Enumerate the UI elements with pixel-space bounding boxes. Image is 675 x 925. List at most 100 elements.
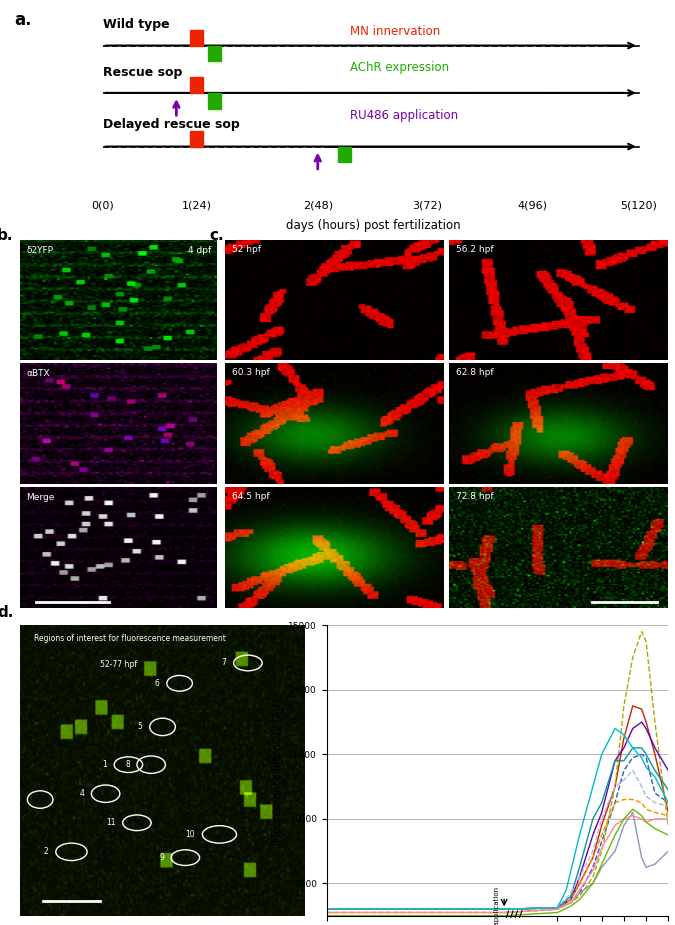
7 xyxy=(576,888,584,899)
1 xyxy=(620,765,628,776)
Text: 4: 4 xyxy=(80,789,84,798)
Line: 8: 8 xyxy=(327,816,668,913)
3 xyxy=(651,717,659,728)
Text: Rescue sop: Rescue sop xyxy=(103,66,182,79)
9 xyxy=(554,907,562,919)
Text: RU486 application: RU486 application xyxy=(350,108,458,122)
1 xyxy=(664,797,672,808)
9 xyxy=(620,813,628,824)
5 xyxy=(566,891,574,902)
Line: 4: 4 xyxy=(327,722,668,909)
1 xyxy=(554,902,562,913)
8 xyxy=(500,907,508,919)
11 xyxy=(642,761,650,772)
Text: 9: 9 xyxy=(159,853,164,862)
Line: 1: 1 xyxy=(327,754,668,909)
2 xyxy=(566,894,574,906)
Text: b.: b. xyxy=(0,228,13,242)
8 xyxy=(628,810,637,821)
3 xyxy=(620,700,628,711)
10 xyxy=(628,765,637,776)
4 xyxy=(554,902,562,913)
3 xyxy=(628,652,637,663)
9 xyxy=(611,830,619,841)
7 xyxy=(664,845,672,857)
9 xyxy=(628,804,637,815)
7 xyxy=(642,862,650,873)
3 xyxy=(664,820,672,831)
6 xyxy=(576,878,584,889)
Line: 9: 9 xyxy=(327,809,668,916)
1 xyxy=(611,797,619,808)
5 xyxy=(651,765,659,776)
10 xyxy=(611,781,619,792)
10 xyxy=(589,845,597,857)
8 xyxy=(597,843,605,854)
2 xyxy=(323,904,331,915)
3 xyxy=(554,904,562,915)
4 xyxy=(628,723,637,734)
Text: Wild type: Wild type xyxy=(103,18,169,31)
Text: Merge: Merge xyxy=(26,493,55,502)
Y-axis label: Fluorescence Intensity (AU): Fluorescence Intensity (AU) xyxy=(273,698,283,842)
9 xyxy=(597,858,605,870)
4 xyxy=(620,743,628,754)
6 xyxy=(611,797,619,808)
7 xyxy=(589,878,597,889)
10 xyxy=(576,871,584,882)
1 xyxy=(651,787,659,798)
Text: αBTX: αBTX xyxy=(26,369,50,378)
5 xyxy=(323,904,331,915)
Line: 7: 7 xyxy=(327,812,668,909)
5 xyxy=(664,784,672,796)
1 xyxy=(566,897,574,908)
1 xyxy=(576,888,584,899)
Text: 2: 2 xyxy=(44,847,49,857)
7 xyxy=(323,904,331,915)
Text: 2(48): 2(48) xyxy=(302,200,333,210)
8 xyxy=(554,904,562,915)
Text: 5: 5 xyxy=(138,722,142,732)
4 xyxy=(500,904,508,915)
10 xyxy=(651,797,659,808)
Bar xyxy=(338,146,351,163)
1 xyxy=(323,904,331,915)
Text: 62.8 hpf: 62.8 hpf xyxy=(456,368,493,377)
6 xyxy=(651,807,659,818)
8 xyxy=(651,813,659,824)
Text: a.: a. xyxy=(14,11,32,29)
4 xyxy=(589,830,597,841)
3 xyxy=(638,626,646,637)
Bar xyxy=(190,130,203,146)
Text: 52 hpf: 52 hpf xyxy=(232,244,261,253)
3 xyxy=(500,907,508,919)
2 xyxy=(664,807,672,818)
Text: 1: 1 xyxy=(103,760,107,770)
4 xyxy=(597,807,605,818)
6 xyxy=(554,904,562,915)
Line: 6: 6 xyxy=(327,799,668,913)
5 xyxy=(597,797,605,808)
8 xyxy=(566,897,574,908)
Text: 52-77 hpf: 52-77 hpf xyxy=(100,660,137,669)
3 xyxy=(589,871,597,882)
6 xyxy=(589,852,597,863)
1 xyxy=(642,752,650,763)
Text: MN innervation: MN innervation xyxy=(350,25,440,38)
7 xyxy=(554,902,562,913)
3 xyxy=(611,781,619,792)
1 xyxy=(589,862,597,873)
5 xyxy=(642,748,650,759)
11 xyxy=(611,723,619,734)
3 xyxy=(576,891,584,902)
6 xyxy=(597,830,605,841)
Text: 60.3 hpf: 60.3 hpf xyxy=(232,368,269,377)
Text: δ2YFP: δ2YFP xyxy=(26,246,53,254)
5 xyxy=(554,902,562,913)
1 xyxy=(500,904,508,915)
2 xyxy=(576,878,584,889)
1 xyxy=(597,836,605,847)
2 xyxy=(554,902,562,913)
10 xyxy=(620,774,628,785)
9 xyxy=(651,823,659,834)
